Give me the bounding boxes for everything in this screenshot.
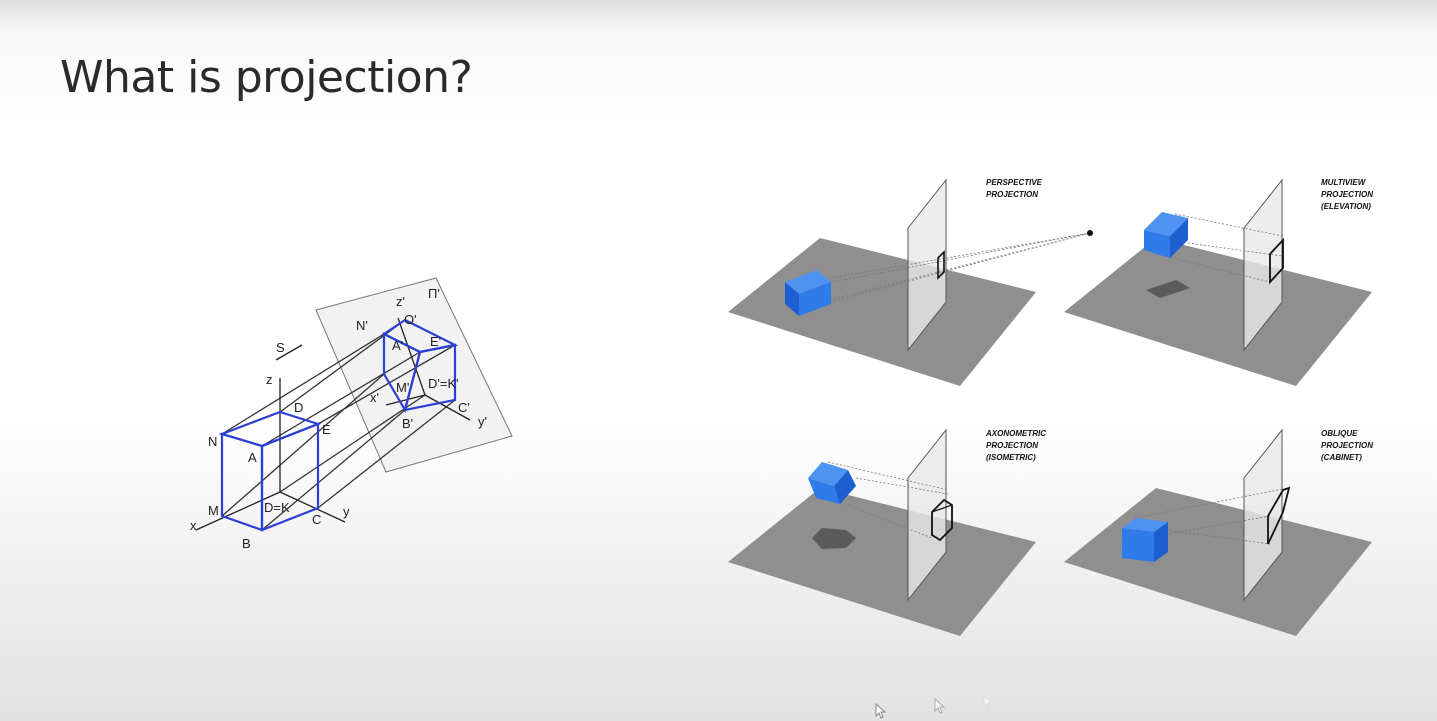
label-z-prime: z' (396, 294, 405, 309)
label-a-prime: A' (392, 338, 403, 353)
label-z: z (266, 372, 273, 387)
label-d-prime-k-prime: D'=K' (428, 376, 459, 391)
label-c-prime: C' (458, 400, 470, 415)
label-o-prime: O' (404, 312, 417, 327)
caption-line: (CABINET) (1321, 453, 1362, 462)
cursor-icon (934, 697, 946, 714)
label-n-prime: N' (356, 318, 368, 333)
caption-line: PROJECTION (1321, 441, 1373, 450)
panel-perspective: PERSPECTIVE PROJECTION (728, 178, 1093, 386)
label-a: A (248, 450, 257, 465)
page-title: What is projection? (60, 52, 473, 103)
caption-line: AXONOMETRIC (985, 429, 1046, 438)
label-d: D (294, 400, 303, 415)
caption-line: OBLIQUE (1321, 429, 1358, 438)
label-y-prime: y' (478, 414, 487, 429)
caption-line: (ISOMETRIC) (986, 453, 1036, 462)
caption-line: PROJECTION (986, 441, 1038, 450)
label-b-prime: B' (402, 416, 413, 431)
panel-multiview: MULTIVIEW PROJECTION (ELEVATION) (1064, 178, 1373, 386)
label-pi: Π' (428, 286, 440, 301)
label-b: B (242, 536, 251, 551)
label-n: N (208, 434, 217, 449)
cursor-icon (875, 702, 887, 719)
label-s: S (276, 340, 285, 355)
label-e: E (322, 422, 331, 437)
label-x: x (190, 518, 197, 533)
label-y: y (343, 504, 350, 519)
label-m-prime: M' (396, 380, 409, 395)
caption-line: PERSPECTIVE (986, 178, 1043, 187)
label-c: C (312, 512, 321, 527)
label-m: M (208, 503, 219, 518)
label-e-prime: E' (430, 334, 441, 349)
caption-line: PROJECTION (1321, 190, 1373, 199)
caption-line: PROJECTION (986, 190, 1038, 199)
label-d-k: D=K (264, 500, 290, 515)
panel-axonometric: AXONOMETRIC PROJECTION (ISOMETRIC) (728, 428, 1046, 636)
caption-line: MULTIVIEW (1321, 178, 1367, 187)
label-x-prime: x' (370, 390, 379, 405)
panel-oblique: OBLIQUE PROJECTION (CABINET) (1064, 428, 1373, 636)
caption-line: (ELEVATION) (1321, 202, 1371, 211)
cursor-icon (983, 696, 994, 710)
